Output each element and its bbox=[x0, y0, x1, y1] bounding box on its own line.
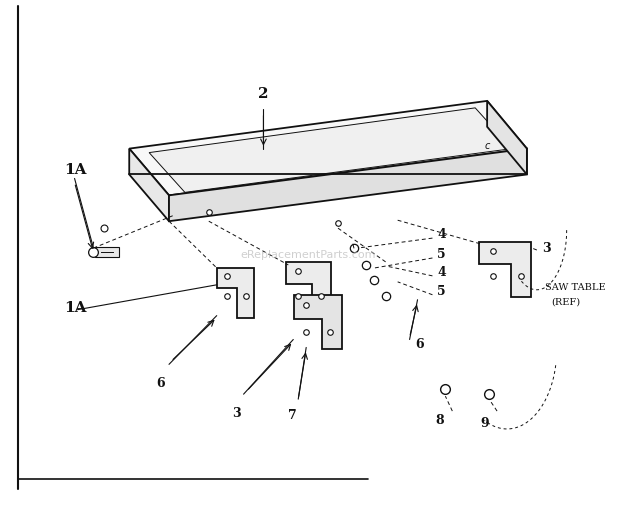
Text: 6: 6 bbox=[415, 338, 424, 351]
Polygon shape bbox=[286, 262, 331, 313]
Text: 1A: 1A bbox=[64, 301, 87, 314]
Text: 5: 5 bbox=[438, 285, 446, 298]
Text: eReplacementParts.com: eReplacementParts.com bbox=[241, 250, 376, 260]
Text: SAW TABLE: SAW TABLE bbox=[545, 283, 605, 292]
Text: 3: 3 bbox=[542, 241, 551, 255]
Text: 8: 8 bbox=[435, 414, 444, 427]
Text: (REF): (REF) bbox=[552, 297, 581, 306]
Polygon shape bbox=[294, 295, 342, 350]
Text: 7: 7 bbox=[288, 409, 296, 422]
Text: 6: 6 bbox=[157, 377, 166, 390]
Polygon shape bbox=[479, 242, 531, 297]
Polygon shape bbox=[217, 268, 254, 318]
FancyBboxPatch shape bbox=[95, 247, 119, 257]
Text: 4: 4 bbox=[438, 228, 446, 241]
Text: 9: 9 bbox=[481, 417, 489, 430]
Polygon shape bbox=[149, 108, 512, 193]
Text: 4: 4 bbox=[438, 266, 446, 279]
Text: 5: 5 bbox=[438, 248, 446, 262]
Polygon shape bbox=[487, 101, 527, 174]
Text: c: c bbox=[484, 141, 490, 151]
Text: 3: 3 bbox=[232, 407, 241, 420]
Polygon shape bbox=[129, 101, 527, 196]
Polygon shape bbox=[169, 149, 527, 221]
Text: 2: 2 bbox=[258, 87, 268, 101]
Polygon shape bbox=[129, 149, 169, 221]
Text: 1A: 1A bbox=[64, 164, 87, 177]
